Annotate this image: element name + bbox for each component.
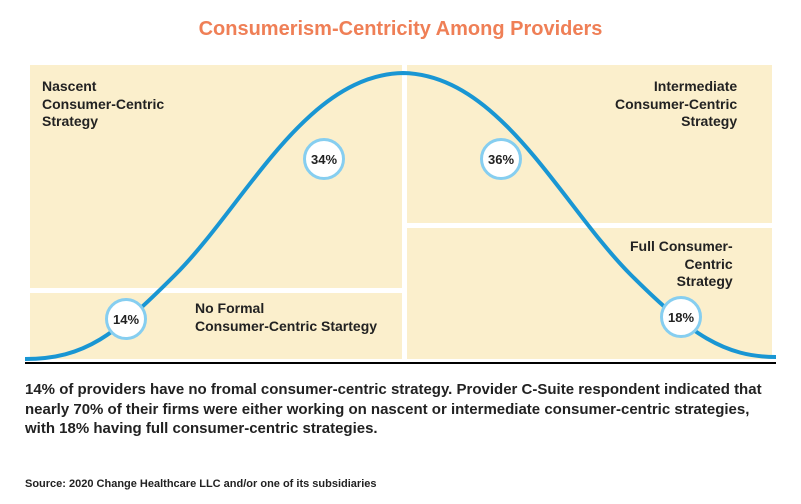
marker-14-value: 14% — [113, 312, 139, 327]
page-root: Consumerism-Centricity Among Providers N… — [0, 0, 801, 504]
description-text: 14% of providers have no fromal consumer… — [25, 380, 776, 439]
marker-14: 14% — [105, 298, 147, 340]
source-text: Source: 2020 Change Healthcare LLC and/o… — [25, 478, 376, 490]
x-axis — [25, 362, 776, 364]
marker-34-value: 34% — [311, 152, 337, 167]
chart-title: Consumerism-Centricity Among Providers — [0, 18, 801, 41]
marker-36: 36% — [480, 138, 522, 180]
marker-34: 34% — [303, 138, 345, 180]
marker-18: 18% — [660, 296, 702, 338]
marker-36-value: 36% — [488, 152, 514, 167]
marker-18-value: 18% — [668, 310, 694, 325]
